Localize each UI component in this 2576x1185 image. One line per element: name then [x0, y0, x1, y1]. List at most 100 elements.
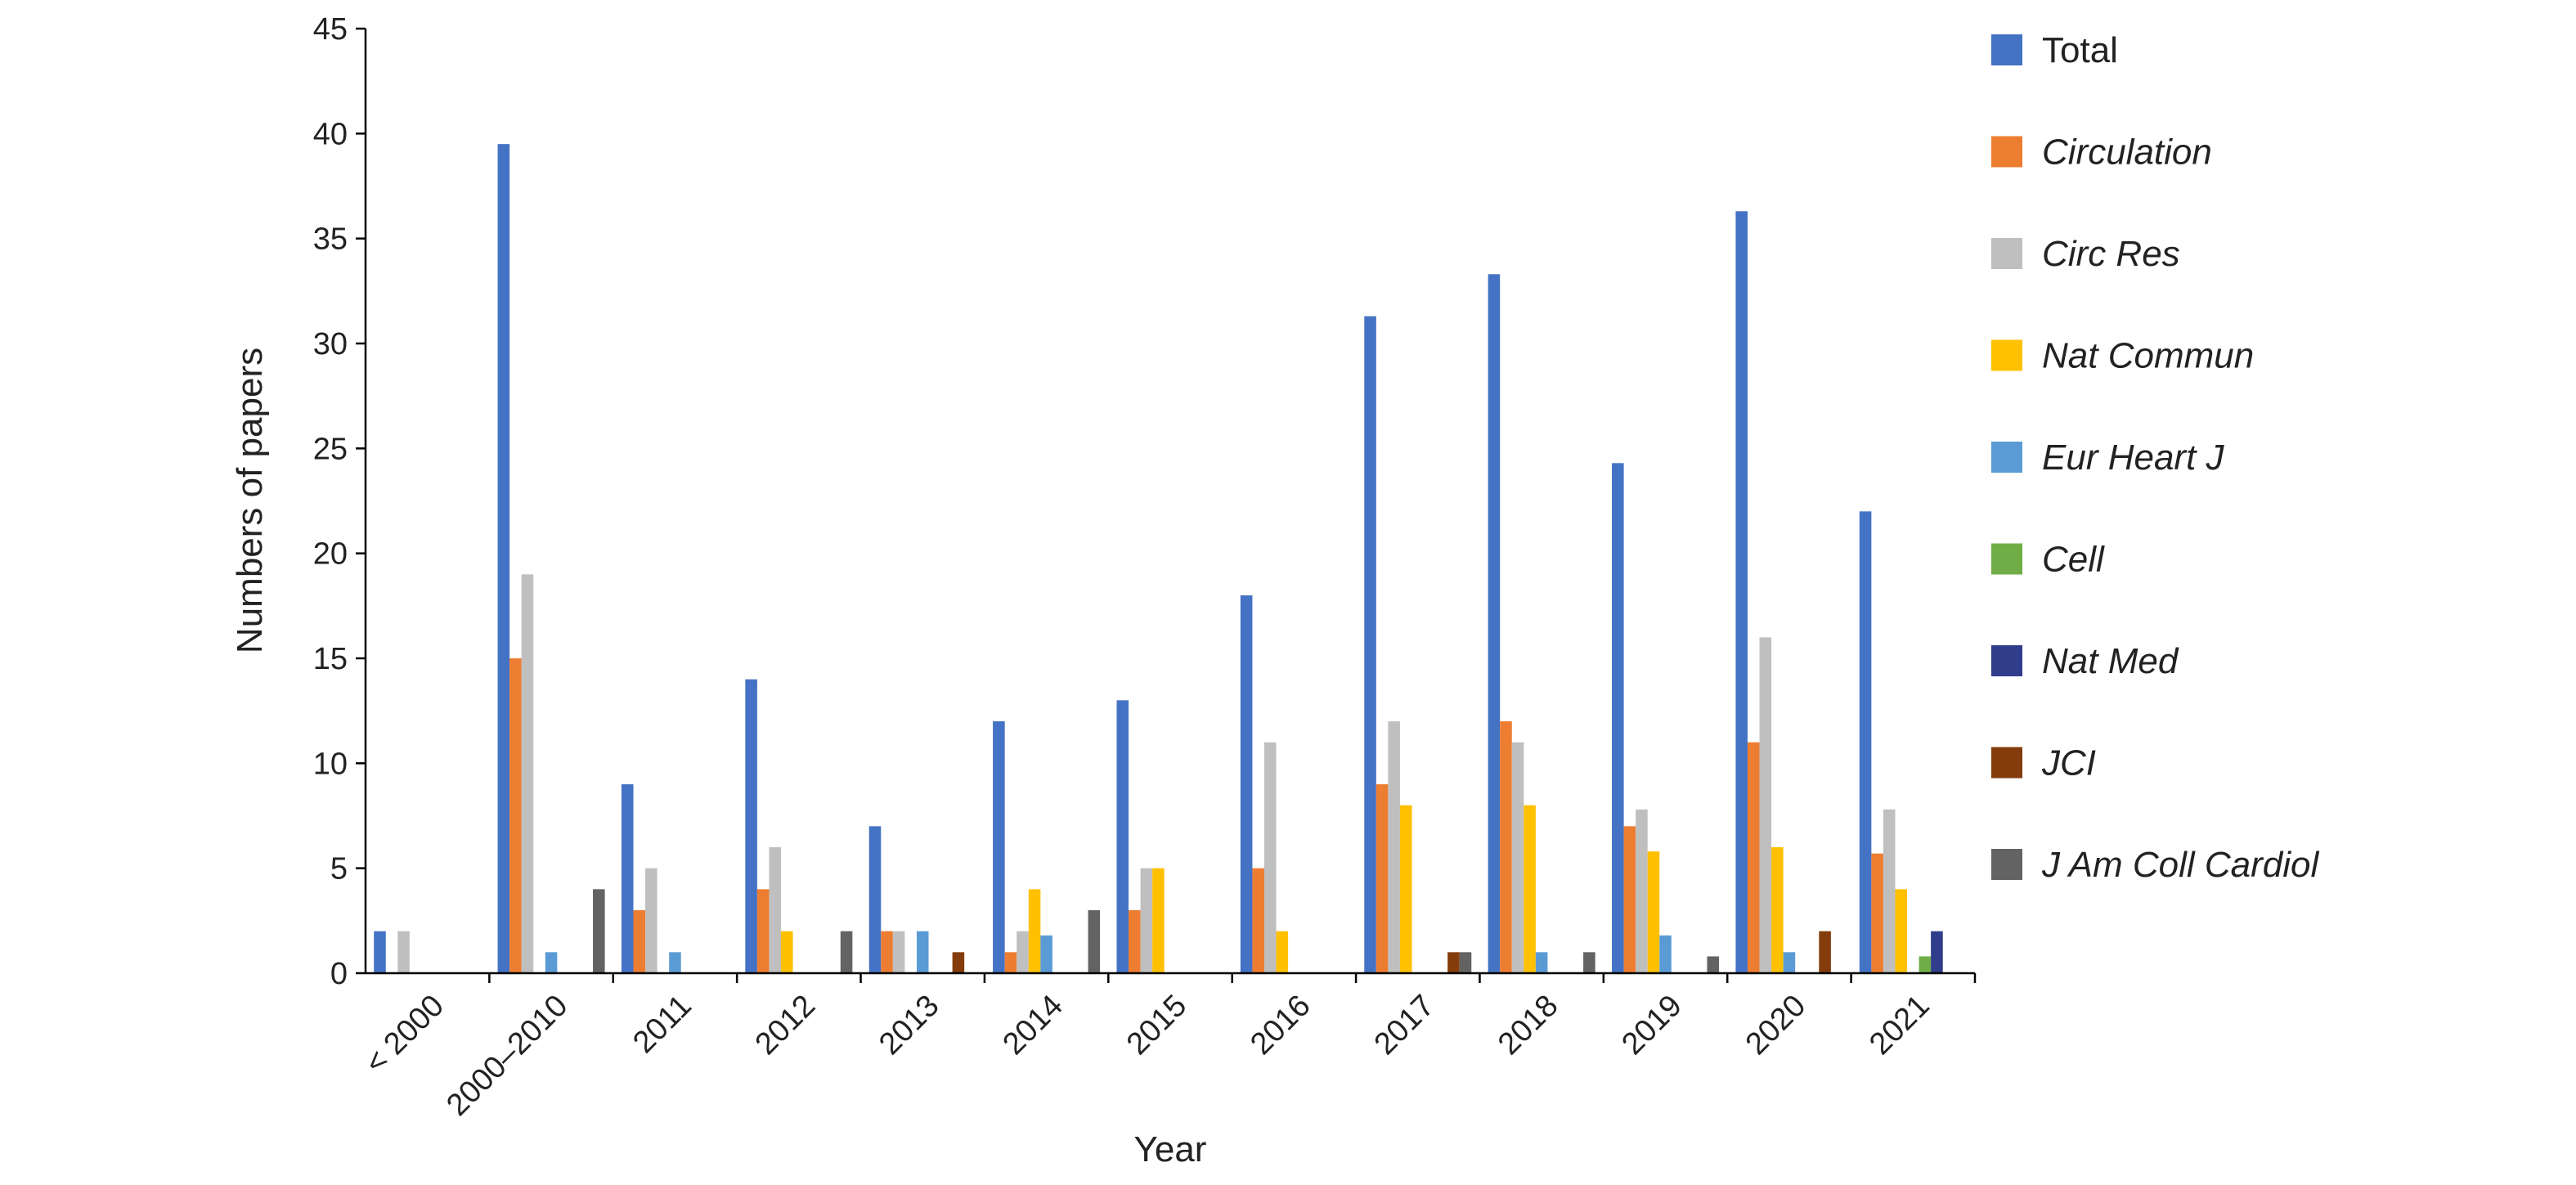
bar: [1583, 952, 1595, 973]
x-tick-label: < 2000: [358, 989, 451, 1081]
bar: [1263, 742, 1277, 973]
legend-label: JCI: [2041, 743, 2096, 783]
bar: [1747, 742, 1760, 973]
y-tick-label: 35: [313, 222, 348, 257]
legend-swatch: [1991, 849, 2022, 880]
bar: [1116, 700, 1129, 973]
bar: [781, 931, 793, 973]
bar: [1016, 931, 1029, 973]
bar: [1735, 211, 1748, 973]
legend: Total Circulation Circ Res Nat Commun Eur He…: [1991, 30, 2319, 885]
bar: [1819, 931, 1831, 973]
bar: [1376, 784, 1389, 973]
bar: [1088, 910, 1101, 973]
bar: [1931, 931, 1943, 973]
bar: [1524, 805, 1536, 973]
bar: [1488, 274, 1501, 973]
bar: [1276, 931, 1289, 973]
y-tick-label: 15: [313, 642, 348, 676]
y-tick-label: 20: [313, 537, 348, 572]
y-tick-label: 10: [313, 747, 348, 781]
bar: [840, 931, 853, 973]
legend-swatch: [1991, 136, 2022, 168]
bar: [593, 889, 605, 973]
bar: [1140, 868, 1153, 973]
bar: [1759, 637, 1772, 973]
x-tick-label: 2018: [1492, 989, 1564, 1062]
x-tick-label: 2011: [626, 989, 698, 1060]
bar: [881, 931, 893, 973]
bar: [1859, 511, 1872, 973]
bar: [1919, 956, 1932, 973]
legend-label: Eur Heart J: [2042, 438, 2225, 478]
legend-swatch: [1991, 747, 2022, 779]
bar: [1623, 826, 1636, 973]
legend-swatch: [1991, 442, 2022, 473]
y-axis-title: Numbers of papers: [230, 348, 270, 653]
bar: [397, 931, 410, 973]
bar: [769, 847, 782, 973]
bar: [1364, 316, 1376, 974]
bar: [993, 721, 1005, 973]
bar: [1040, 935, 1052, 973]
y-axis-ticks: 0 5 10 15 20 25 30 35 40 45: [313, 12, 366, 991]
y-tick-label: 40: [313, 117, 348, 151]
x-axis-title: Year: [1134, 1129, 1207, 1169]
bar: [1871, 853, 1883, 973]
x-tick-label: 2015: [1120, 989, 1193, 1062]
legend-label: J Am Coll Cardiol: [2041, 845, 2319, 885]
y-tick-label: 45: [313, 12, 348, 47]
bar: [892, 931, 905, 973]
x-tick-label: 2019: [1615, 989, 1688, 1062]
x-tick-label: 2021: [1863, 989, 1936, 1062]
bar: [1252, 868, 1264, 973]
bar: [1399, 805, 1412, 973]
bar: [621, 784, 634, 973]
bar: [1707, 956, 1720, 973]
bar: [1771, 847, 1784, 973]
x-tick-label: 2000–2010: [440, 989, 574, 1123]
x-tick-label: 2013: [873, 989, 945, 1062]
bar: [1152, 868, 1165, 973]
legend-swatch: [1991, 238, 2022, 269]
bar: [633, 910, 646, 973]
bar: [1240, 595, 1253, 973]
x-tick-label: 2016: [1244, 989, 1317, 1062]
bar: [745, 679, 757, 973]
bar: [1500, 721, 1512, 973]
y-tick-label: 25: [313, 432, 348, 466]
bar: [1659, 935, 1672, 973]
bar: [916, 931, 929, 973]
bar: [374, 931, 386, 973]
bar: [1636, 809, 1648, 973]
bar: [1647, 851, 1660, 973]
bar: [545, 952, 558, 973]
bar: [952, 952, 965, 973]
legend-label: Cell: [2042, 540, 2105, 580]
bar: [1028, 889, 1041, 973]
bar: [1895, 889, 1908, 973]
x-tick-label: 2017: [1368, 989, 1441, 1062]
y-tick-label: 30: [313, 327, 348, 361]
bar: [1535, 952, 1548, 973]
bars-layer: [374, 144, 1943, 974]
bar: [1883, 809, 1896, 973]
legend-swatch: [1991, 339, 2022, 371]
legend-label: Nat Med: [2042, 641, 2179, 681]
legend-label: Circ Res: [2042, 234, 2180, 274]
legend-label: Nat Commun: [2042, 336, 2254, 376]
bar: [1612, 463, 1624, 973]
bar: [1004, 952, 1017, 973]
bar: [1447, 952, 1460, 973]
bar: [1459, 952, 1472, 973]
x-tick-label: 2014: [996, 989, 1069, 1062]
y-tick-label: 5: [330, 852, 348, 887]
bar: [497, 144, 510, 973]
legend-label: Total: [2042, 30, 2118, 70]
y-tick-label: 0: [330, 957, 348, 991]
bar: [1511, 742, 1524, 973]
legend-swatch: [1991, 34, 2022, 65]
x-tick-label: 2012: [749, 989, 822, 1062]
